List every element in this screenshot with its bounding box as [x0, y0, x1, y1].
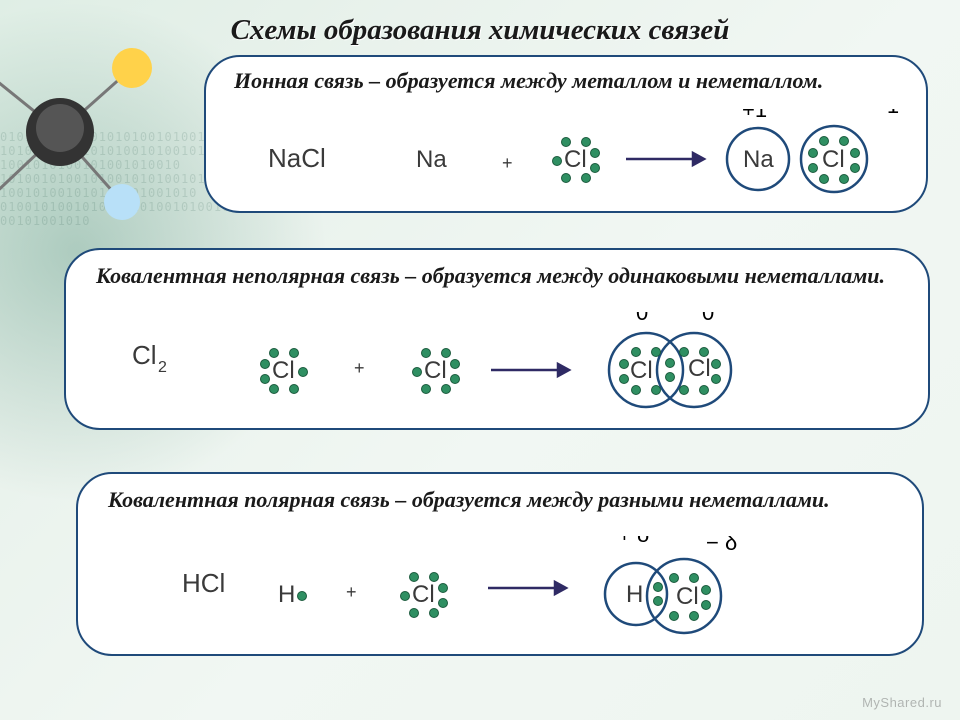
atom-cl-reactant-3: Cl: [401, 573, 448, 618]
svg-text:Cl: Cl: [630, 357, 653, 384]
panel-covalent-polar: Ковалентная полярная связь – образуется …: [76, 472, 924, 656]
reaction-arrow-1: [626, 153, 704, 165]
svg-text:Cl: Cl: [132, 340, 157, 370]
svg-text:Cl: Cl: [822, 146, 845, 173]
plus-sign-3: +: [346, 582, 357, 602]
plus-sign-2: +: [354, 358, 365, 378]
charge-zero-right: 0: [702, 312, 714, 325]
charge-minus1: −1: [874, 109, 899, 118]
atom-cl-right: Cl: [413, 349, 460, 394]
panel1-heading: Ионная связь – образуется между металлом…: [206, 57, 926, 95]
svg-text:Cl: Cl: [412, 581, 435, 608]
reaction-arrow-2: [491, 364, 569, 376]
charge-zero-left: 0: [636, 312, 648, 325]
watermark: MyShared.ru: [862, 695, 942, 710]
charge-delta-plus: + δ: [618, 536, 649, 547]
svg-text:Cl: Cl: [272, 357, 295, 384]
svg-text:Cl: Cl: [676, 583, 699, 610]
plus-sign-1: +: [502, 153, 513, 173]
svg-text:Na: Na: [743, 146, 774, 173]
charge-delta-minus: − δ: [706, 536, 737, 555]
product-cl2: Cl Cl: [609, 333, 731, 407]
svg-text:H: H: [626, 581, 643, 608]
product-na: Na: [727, 128, 789, 190]
svg-text:Cl: Cl: [564, 146, 587, 173]
svg-text:H: H: [278, 581, 295, 608]
page-title: Схемы образования химических связей: [0, 0, 960, 49]
panel3-heading: Ковалентная полярная связь – образуется …: [78, 474, 922, 514]
panel-covalent-nonpolar: Ковалентная неполярная связь – образуетс…: [64, 248, 930, 430]
panel-ionic-bond: Ионная связь – образуется между металлом…: [204, 55, 928, 213]
svg-text:Cl: Cl: [688, 355, 711, 382]
svg-text:Cl: Cl: [424, 357, 447, 384]
charge-plus1: +1: [742, 109, 767, 122]
reaction-arrow-3: [488, 582, 566, 594]
svg-text:2: 2: [158, 359, 167, 376]
atom-cl-left: Cl: [261, 349, 308, 394]
panel1-diagram: NaCl Na + Cl Na +1 Cl: [206, 109, 930, 209]
atom-h-reactant: H: [278, 581, 307, 608]
atom-cl-reactant: Cl: [553, 138, 600, 183]
product-cl: Cl: [801, 126, 867, 192]
product-hcl: H Cl: [605, 559, 721, 633]
formula-hcl: HCl: [182, 568, 225, 598]
panel2-diagram: Cl 2 Cl + Cl: [66, 312, 932, 424]
formula-nacl: NaCl: [268, 143, 326, 173]
formula-cl2: Cl 2: [132, 340, 167, 376]
atom-na-reactant: Na: [416, 146, 447, 173]
panel2-heading: Ковалентная неполярная связь – образуетс…: [66, 250, 928, 290]
panel3-diagram: HCl H + Cl H Cl: [78, 536, 926, 650]
